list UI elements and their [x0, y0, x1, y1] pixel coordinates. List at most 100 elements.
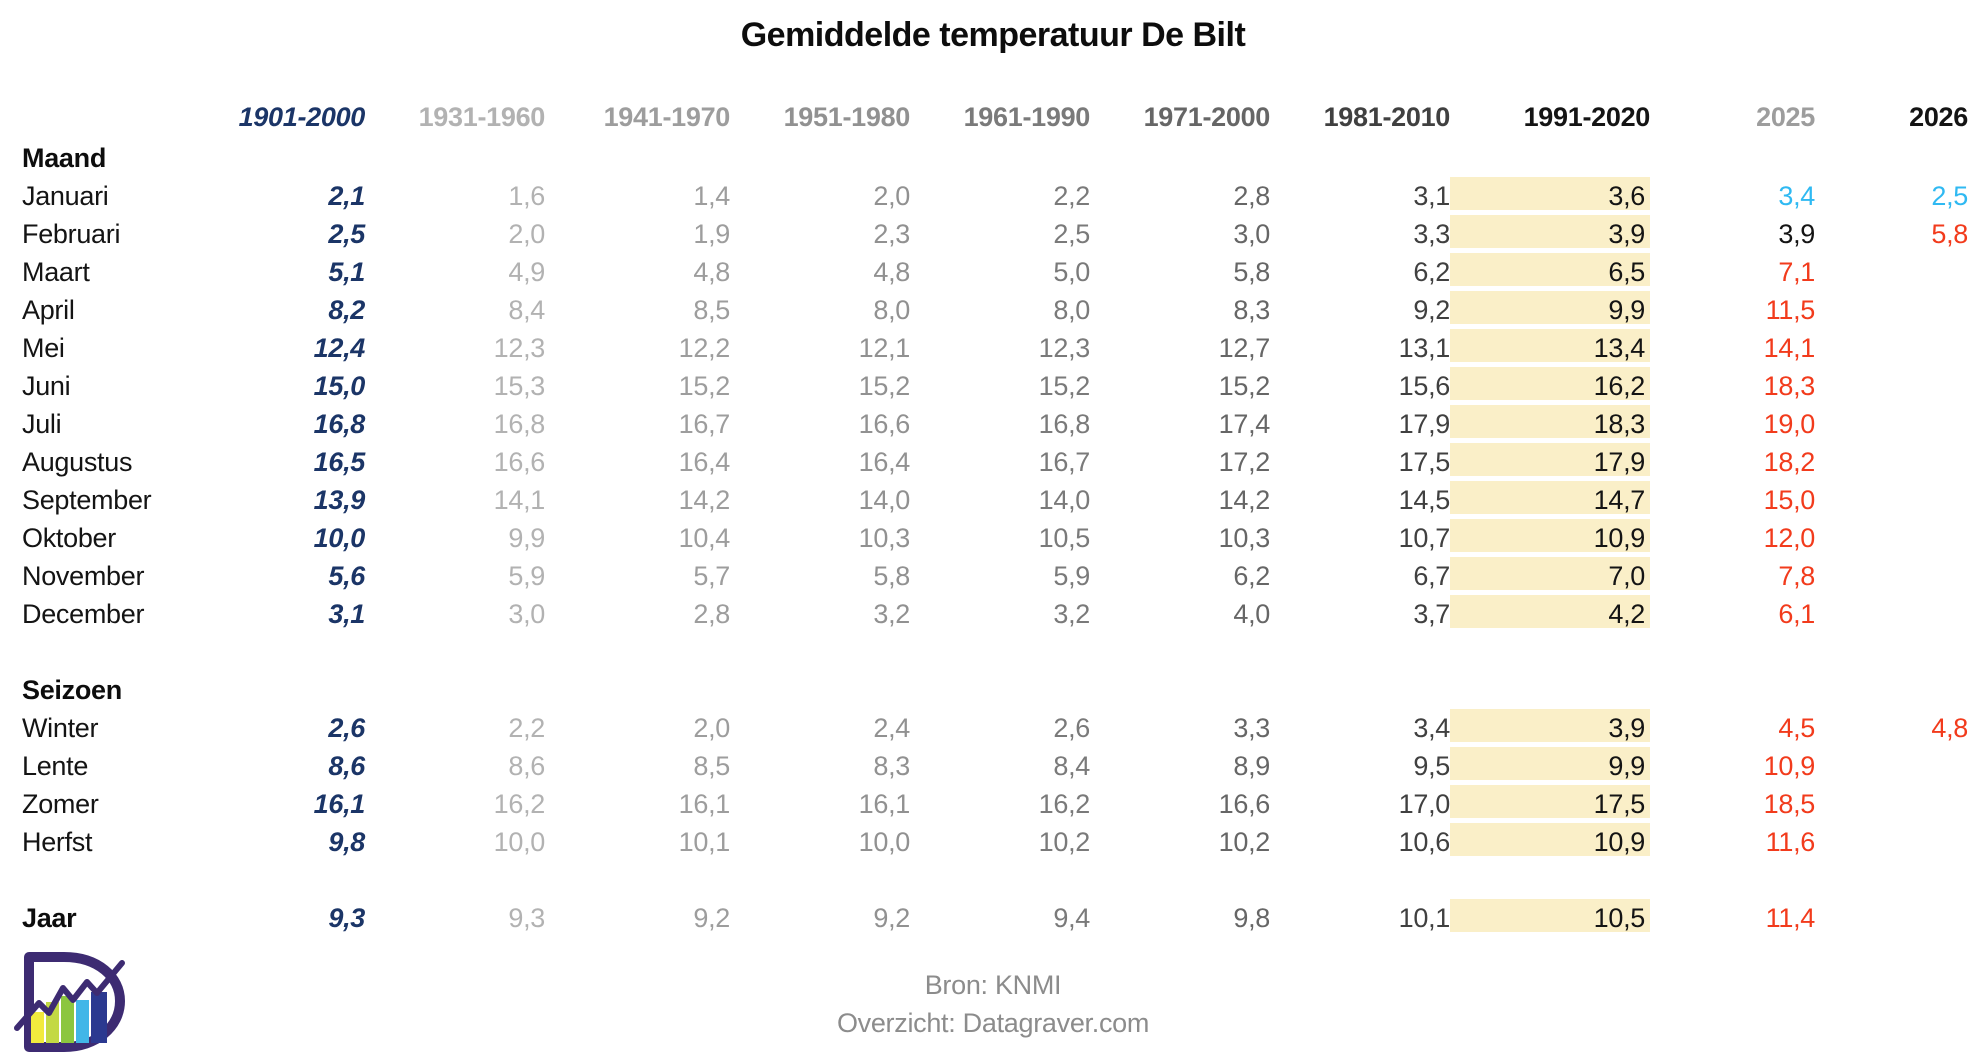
table-cell: 14,0 [1038, 484, 1091, 515]
table-cell: 13,1 [1398, 332, 1451, 363]
table-cell: 17,0 [1398, 788, 1451, 819]
table-cell: 3,2 [1053, 598, 1090, 629]
table-cell: 3,2 [873, 598, 910, 629]
logo-d-chart-icon [14, 952, 125, 1052]
table-cell: 13,4 [1450, 329, 1650, 367]
table-cell: 15,6 [1398, 370, 1451, 401]
table-cell: 17,9 [1398, 408, 1451, 439]
table-cell: 5,0 [1053, 256, 1090, 287]
table-row: Mei 12,4 12,3 12,2 12,1 12,3 12,7 13,1 13,4 14,1 [22, 329, 1968, 367]
table-cell: 14,2 [678, 484, 731, 515]
table-cell: 10,5 [1038, 522, 1091, 553]
table-cell: 16,7 [678, 408, 731, 439]
table-cell: 5,1 [328, 256, 365, 287]
table-cell: 9,2 [873, 902, 910, 933]
table-cell: 12,7 [1218, 332, 1271, 363]
table-cell: 16,8 [313, 408, 366, 439]
table-cell: 10,3 [858, 522, 911, 553]
table-cell: 3,9 [1450, 215, 1650, 253]
table-cell: 1,9 [693, 218, 730, 249]
row-label: Mei [22, 332, 65, 363]
table-cell: 5,8 [1931, 218, 1968, 249]
table-cell [1815, 405, 1968, 443]
table-cell: 9,8 [328, 826, 365, 857]
table-cell: 16,7 [1038, 446, 1091, 477]
overview-text: Overzicht: Datagraver.com [836, 1008, 1150, 1038]
table-cell: 9,9 [1450, 291, 1650, 329]
table-cell: 6,7 [1413, 560, 1450, 591]
temperature-table: 1901-2000 1931-1960 1941-1970 1951-1980 1961… [22, 93, 1968, 937]
table-cell: 2,6 [1053, 712, 1090, 743]
table-row: September 13,9 14,1 14,2 14,0 14,0 14,2 14,5 14,… [22, 481, 1968, 519]
table-cell: 1,4 [693, 180, 730, 211]
table-cell: 10,2 [1038, 826, 1091, 857]
table-cell: 7,1 [1778, 256, 1815, 287]
section-header: Maand [22, 142, 107, 173]
row-label: Zomer [22, 788, 99, 819]
column-header-1941-1970: 1941-1970 [603, 102, 731, 132]
table-cell [1815, 747, 1968, 785]
table-cell [1815, 481, 1968, 519]
table-cell: 16,1 [858, 788, 911, 819]
table-cell: 2,0 [873, 180, 910, 211]
table-header-row: 1901-2000 1931-1960 1941-1970 1951-1980 1961… [22, 93, 1969, 139]
table-cell [1815, 823, 1968, 861]
table-cell: 8,0 [1053, 294, 1090, 325]
table-cell: 4,8 [693, 256, 730, 287]
table-cell: 8,5 [693, 294, 730, 325]
table-row: Augustus 16,5 16,6 16,4 16,4 16,7 17,2 17,5 17,9… [22, 443, 1968, 481]
table-cell: 2,1 [328, 180, 365, 211]
table-cell: 9,9 [1450, 747, 1650, 785]
table-cell: 16,2 [1038, 788, 1091, 819]
table-cell: 4,5 [1778, 712, 1815, 743]
table-cell: 10,2 [1218, 826, 1271, 857]
table-cell: 10,1 [678, 826, 731, 857]
table-cell: 16,8 [1038, 408, 1091, 439]
table-row: Herfst 9,8 10,0 10,1 10,0 10,2 10,2 10,6 10,9 11,… [22, 823, 1968, 861]
table-cell [1815, 899, 1968, 937]
table-row: Oktober 10,0 9,9 10,4 10,3 10,5 10,3 10,7 10,9 12… [22, 519, 1968, 557]
row-label: September [22, 484, 152, 515]
table-row: Juni 15,0 15,3 15,2 15,2 15,2 15,2 15,6 16,2 18,3 [22, 367, 1968, 405]
table-cell: 2,6 [328, 712, 365, 743]
table-cell: 18,3 [1450, 405, 1650, 443]
table-cell [1815, 253, 1968, 291]
column-header-2026: 2026 [1909, 102, 1968, 132]
table-cell: 3,0 [1233, 218, 1270, 249]
column-header-2025: 2025 [1756, 102, 1815, 132]
table-cell: 10,0 [493, 826, 546, 857]
table-cell: 3,4 [1413, 712, 1450, 743]
table-cell: 14,0 [858, 484, 911, 515]
table-row: Maart 5,1 4,9 4,8 4,8 5,0 5,8 6,2 6,5 7,1 [22, 253, 1968, 291]
table-row: December 3,1 3,0 2,8 3,2 3,2 4,0 3,7 4,2 6,1 [22, 595, 1968, 633]
table-cell: 15,0 [313, 370, 366, 401]
table-cell: 13,9 [313, 484, 366, 515]
table-cell: 9,8 [1233, 902, 1270, 933]
table-cell: 5,9 [508, 560, 545, 591]
table-cell: 16,1 [313, 788, 366, 819]
table-cell: 2,4 [873, 712, 910, 743]
table-cell [1815, 329, 1968, 367]
table-cell: 8,6 [508, 750, 545, 781]
table-cell: 14,1 [1763, 332, 1816, 363]
table-row: November 5,6 5,9 5,7 5,8 5,9 6,2 6,7 7,0 7,8 [22, 557, 1968, 595]
table-cell: 8,6 [328, 750, 365, 781]
table-cell: 16,5 [313, 446, 366, 477]
table-cell: 11,6 [1765, 826, 1816, 857]
row-label: Juli [22, 408, 62, 439]
table-cell: 15,2 [678, 370, 731, 401]
corner-cell [22, 93, 185, 139]
table-cell: 17,9 [1450, 443, 1650, 481]
spacer-cell [22, 633, 1968, 671]
table-cell [1815, 443, 1968, 481]
table-cell: 10,9 [1450, 823, 1650, 861]
table-cell: 9,4 [1053, 902, 1090, 933]
column-header-1901-2000: 1901-2000 [238, 102, 366, 132]
table-cell: 9,3 [328, 902, 365, 933]
table-cell: 18,5 [1763, 788, 1816, 819]
section-header-row: Seizoen [22, 671, 1968, 709]
table-cell: 2,2 [508, 712, 545, 743]
table-cell: 10,4 [678, 522, 731, 553]
table-cell: 12,1 [858, 332, 911, 363]
table-cell: 15,2 [858, 370, 911, 401]
